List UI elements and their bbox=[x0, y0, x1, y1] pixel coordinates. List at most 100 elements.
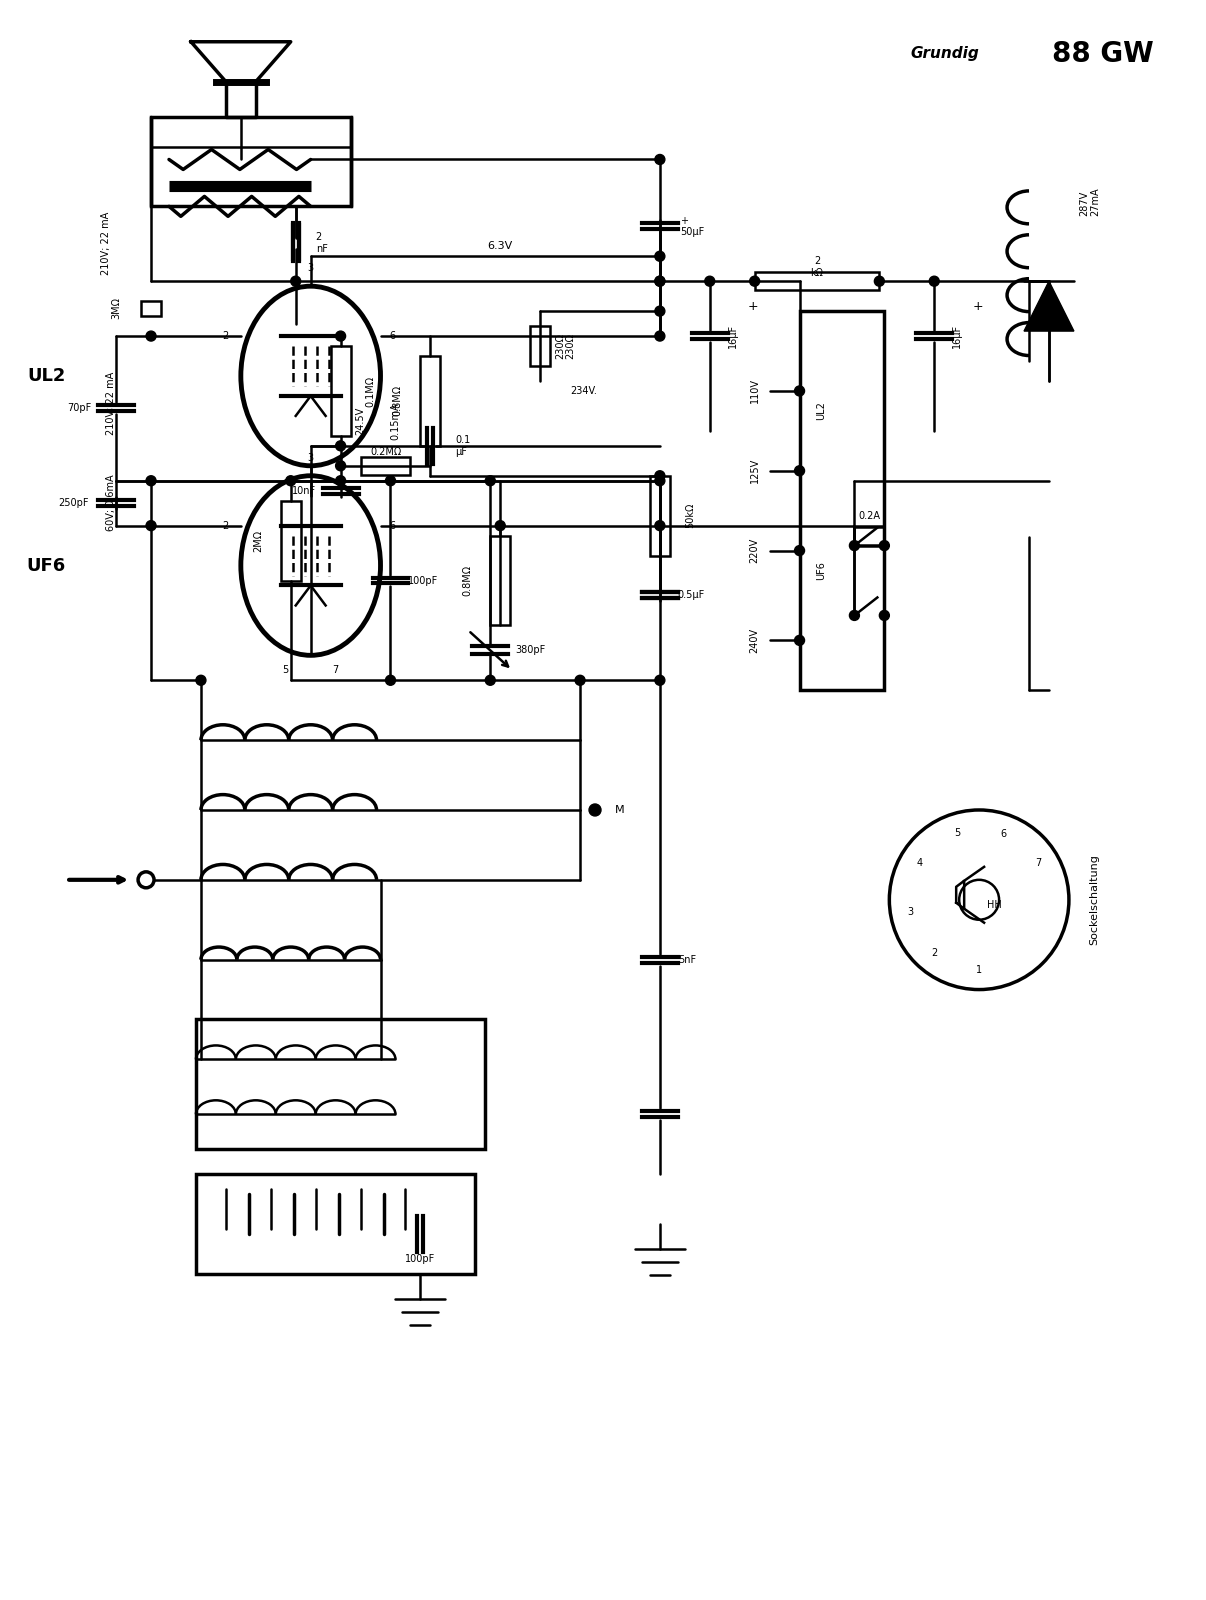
Circle shape bbox=[655, 470, 665, 480]
Circle shape bbox=[795, 466, 804, 475]
Text: 210V; 22 mA: 210V; 22 mA bbox=[101, 211, 111, 275]
Circle shape bbox=[930, 277, 939, 286]
Circle shape bbox=[849, 611, 860, 621]
Circle shape bbox=[195, 675, 206, 685]
Text: 5: 5 bbox=[954, 829, 961, 838]
Text: 0.1MΩ: 0.1MΩ bbox=[365, 376, 375, 406]
Circle shape bbox=[879, 541, 889, 550]
Text: 2: 2 bbox=[223, 520, 229, 531]
Bar bbox=[854, 526, 884, 544]
Bar bbox=[141, 301, 162, 317]
Circle shape bbox=[795, 635, 804, 645]
Circle shape bbox=[655, 675, 665, 685]
Text: 88 GW: 88 GW bbox=[1052, 40, 1154, 67]
Circle shape bbox=[291, 277, 300, 286]
Text: 24.5V: 24.5V bbox=[356, 406, 365, 435]
Text: 100pF: 100pF bbox=[409, 576, 439, 586]
Circle shape bbox=[496, 520, 505, 531]
Text: Grundig: Grundig bbox=[911, 46, 979, 61]
Circle shape bbox=[655, 331, 665, 341]
Text: 287V
27mA: 287V 27mA bbox=[1079, 187, 1101, 216]
Text: 110V: 110V bbox=[750, 379, 760, 403]
Text: 250pF: 250pF bbox=[59, 498, 89, 507]
Bar bbox=[151, 117, 351, 206]
Text: 16µF: 16µF bbox=[727, 325, 738, 349]
Text: 6.3V: 6.3V bbox=[487, 242, 513, 251]
Text: 7: 7 bbox=[1035, 858, 1042, 867]
Text: +: + bbox=[972, 299, 983, 312]
Text: 220V: 220V bbox=[750, 538, 760, 563]
Text: 100pF: 100pF bbox=[405, 1254, 435, 1264]
Text: 60V; 0.6mA: 60V; 0.6mA bbox=[106, 474, 116, 531]
Circle shape bbox=[655, 306, 665, 317]
Circle shape bbox=[704, 277, 715, 286]
Circle shape bbox=[335, 442, 346, 451]
Text: 230Ω: 230Ω bbox=[566, 333, 575, 358]
Circle shape bbox=[386, 675, 396, 685]
Circle shape bbox=[335, 461, 346, 470]
Bar bbox=[281, 501, 300, 581]
Circle shape bbox=[750, 277, 760, 286]
Text: 3: 3 bbox=[308, 453, 314, 462]
Text: 5nF: 5nF bbox=[678, 955, 696, 965]
Text: 5: 5 bbox=[282, 666, 289, 675]
Text: 0.8MΩ: 0.8MΩ bbox=[392, 386, 403, 416]
Circle shape bbox=[874, 277, 884, 286]
Text: 2: 2 bbox=[931, 949, 937, 958]
Bar bbox=[854, 526, 884, 546]
Text: 6: 6 bbox=[390, 331, 396, 341]
Text: 380pF: 380pF bbox=[515, 645, 545, 656]
Circle shape bbox=[655, 155, 665, 165]
Text: 125V: 125V bbox=[750, 458, 760, 483]
Text: 2
kΩ: 2 kΩ bbox=[810, 256, 824, 278]
Circle shape bbox=[335, 475, 346, 486]
Bar bbox=[800, 310, 884, 690]
Circle shape bbox=[146, 520, 156, 531]
Text: 0.5µF: 0.5µF bbox=[678, 590, 706, 600]
Text: UL2: UL2 bbox=[816, 402, 826, 421]
Text: 0.8MΩ: 0.8MΩ bbox=[462, 565, 473, 597]
Circle shape bbox=[655, 520, 665, 531]
Circle shape bbox=[849, 541, 860, 550]
Text: 234V.: 234V. bbox=[570, 386, 597, 395]
Circle shape bbox=[655, 251, 665, 261]
Bar bbox=[421, 357, 440, 446]
Text: +
50µF: + 50µF bbox=[680, 216, 704, 237]
Text: 240V: 240V bbox=[750, 627, 760, 653]
Bar bbox=[531, 326, 550, 366]
Text: 0.2A: 0.2A bbox=[859, 510, 880, 520]
Text: 70pF: 70pF bbox=[66, 403, 92, 413]
Circle shape bbox=[655, 475, 665, 486]
Bar bbox=[491, 536, 510, 626]
Text: UF6: UF6 bbox=[27, 557, 66, 574]
Text: 1: 1 bbox=[976, 965, 982, 974]
Text: Sockelschaltung: Sockelschaltung bbox=[1089, 854, 1099, 946]
Text: 6: 6 bbox=[390, 520, 396, 531]
Polygon shape bbox=[1024, 282, 1073, 331]
Text: 230Ω: 230Ω bbox=[555, 333, 566, 358]
Bar bbox=[755, 272, 879, 290]
Text: 4: 4 bbox=[917, 858, 923, 867]
Circle shape bbox=[335, 331, 346, 341]
Bar bbox=[650, 475, 669, 555]
Circle shape bbox=[286, 475, 295, 486]
Text: 0.1
µF: 0.1 µF bbox=[456, 435, 470, 456]
Circle shape bbox=[485, 675, 496, 685]
Text: 16µF: 16µF bbox=[953, 325, 962, 349]
Circle shape bbox=[575, 675, 585, 685]
Circle shape bbox=[146, 475, 156, 486]
Text: 2
nF: 2 nF bbox=[316, 232, 328, 254]
Bar bbox=[330, 346, 351, 435]
Bar bbox=[195, 1019, 485, 1149]
Circle shape bbox=[485, 475, 496, 486]
Text: 2MΩ: 2MΩ bbox=[253, 530, 263, 552]
Circle shape bbox=[146, 331, 156, 341]
Text: 6: 6 bbox=[1000, 829, 1006, 838]
Text: 10nF: 10nF bbox=[292, 486, 316, 496]
Circle shape bbox=[655, 277, 665, 286]
Text: +: + bbox=[748, 299, 759, 312]
Text: 210V; 22 mA: 210V; 22 mA bbox=[106, 371, 116, 435]
Circle shape bbox=[795, 546, 804, 555]
Circle shape bbox=[879, 611, 889, 621]
Text: 0.15mA: 0.15mA bbox=[391, 402, 400, 440]
